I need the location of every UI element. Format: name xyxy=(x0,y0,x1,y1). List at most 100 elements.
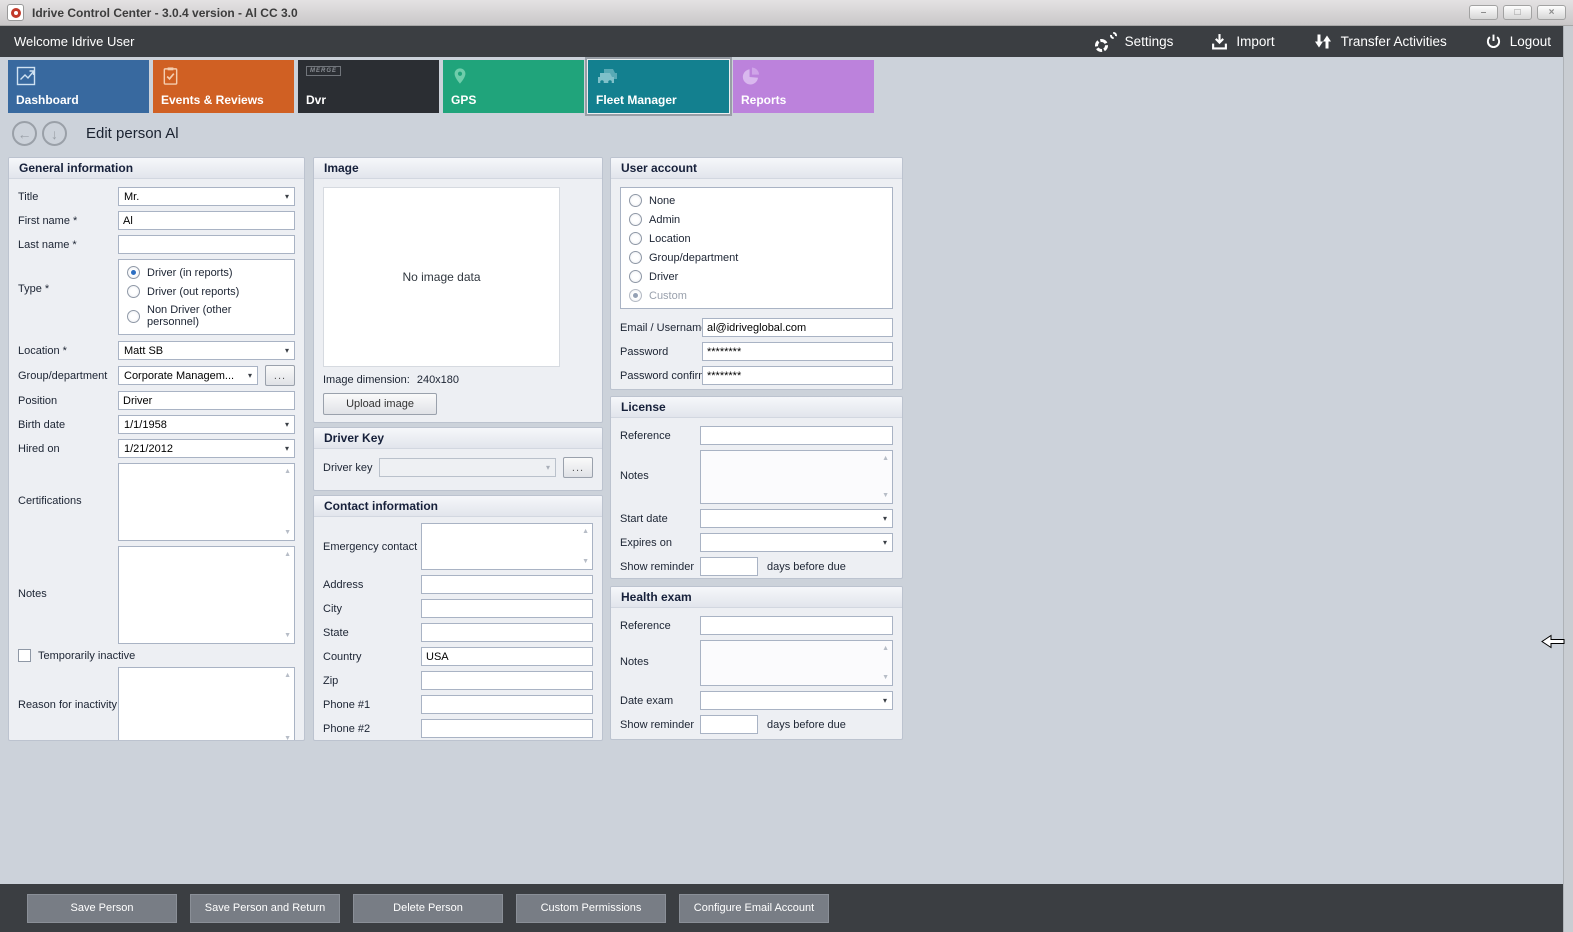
emergency-contact-textarea[interactable]: ▲ ▼ xyxy=(421,523,593,570)
pie-chart-icon xyxy=(742,67,760,85)
tab-dashboard[interactable]: Dashboard xyxy=(8,60,149,113)
power-icon xyxy=(1486,34,1500,49)
radio-driver[interactable]: Driver xyxy=(629,270,884,283)
zip-field[interactable] xyxy=(421,671,593,690)
temporarily-inactive-row[interactable]: Temporarily inactive xyxy=(18,649,295,662)
radio-icon xyxy=(629,289,642,302)
city-field[interactable] xyxy=(421,599,593,618)
tab-reports[interactable]: Reports xyxy=(733,60,874,113)
back-arrow-icon: ← xyxy=(17,125,32,142)
scroll-up-icon: ▲ xyxy=(882,455,889,462)
health-reminder-label: Show reminder xyxy=(620,718,694,731)
driver-key-dropdown[interactable]: ▾ xyxy=(379,458,556,477)
scroll-down-icon: ▼ xyxy=(582,558,589,565)
state-field[interactable] xyxy=(421,623,593,642)
scroll-down-button[interactable]: ↓ xyxy=(42,121,67,146)
license-expires-on-label: Expires on xyxy=(620,536,672,549)
email-username-field[interactable] xyxy=(702,318,893,337)
notes-textarea[interactable]: ▲ ▼ xyxy=(118,546,295,644)
license-start-date-picker[interactable]: ▾ xyxy=(700,509,893,528)
minimize-button[interactable]: – xyxy=(1469,5,1498,20)
license-reminder-days-field[interactable] xyxy=(700,557,758,576)
radio-non-driver[interactable]: Non Driver (other personnel) xyxy=(127,304,286,328)
tab-fleet-manager[interactable]: Fleet Manager xyxy=(588,60,729,113)
license-notes-textarea[interactable]: ▲ ▼ xyxy=(700,450,893,504)
panel-user-account: User account None Admin Location Group xyxy=(610,157,903,390)
type-label: Type * xyxy=(18,283,50,295)
state-label: State xyxy=(323,626,349,639)
address-label: Address xyxy=(323,578,364,591)
top-bar: Welcome Idrive User Settings Import Tran… xyxy=(0,26,1573,57)
last-name-field[interactable] xyxy=(118,235,295,254)
dvr-logo-icon: MERGE xyxy=(306,66,342,76)
radio-group-department[interactable]: Group/department xyxy=(629,251,884,264)
delete-person-button[interactable]: Delete Person xyxy=(353,893,503,923)
section-title: License xyxy=(611,397,902,418)
save-person-return-button[interactable]: Save Person and Return xyxy=(190,893,340,923)
birth-date-picker[interactable]: 1/1/1958 ▾ xyxy=(118,415,295,434)
radio-none[interactable]: None xyxy=(629,194,884,207)
radio-driver-out-reports[interactable]: Driver (out reports) xyxy=(127,285,286,298)
license-expires-on-picker[interactable]: ▾ xyxy=(700,533,893,552)
scroll-up-icon: ▲ xyxy=(284,468,291,475)
panel-contact-information: Contact information Emergency contact ▲ … xyxy=(313,495,603,741)
panel-general-information: General information Title Mr. ▾ First na… xyxy=(8,157,305,741)
logout-button[interactable]: Logout xyxy=(1485,33,1551,50)
import-label: Import xyxy=(1236,34,1275,49)
tab-events-reviews[interactable]: Events & Reviews xyxy=(153,60,294,113)
temporarily-inactive-label: Temporarily inactive xyxy=(38,649,136,662)
group-browse-button[interactable]: ... xyxy=(265,365,295,386)
password-field[interactable] xyxy=(702,342,893,361)
transfer-icon xyxy=(1314,34,1331,49)
position-label: Position xyxy=(18,394,58,407)
page-title: Edit person Al xyxy=(86,125,179,142)
driver-key-browse-button[interactable]: ... xyxy=(563,457,593,478)
settings-label: Settings xyxy=(1124,34,1174,49)
back-button[interactable]: ← xyxy=(12,121,37,146)
radio-icon xyxy=(629,270,642,283)
configure-email-account-button[interactable]: Configure Email Account xyxy=(679,893,829,923)
maximize-button[interactable]: □ xyxy=(1503,5,1532,20)
certifications-textarea[interactable]: ▲ ▼ xyxy=(118,463,295,541)
temporarily-inactive-checkbox[interactable] xyxy=(18,649,31,662)
health-reminder-days-field[interactable] xyxy=(700,715,758,734)
settings-button[interactable]: Settings xyxy=(1094,31,1174,52)
last-name-label: Last name * xyxy=(18,238,77,251)
upload-image-button[interactable]: Upload image xyxy=(323,393,437,415)
location-dropdown[interactable]: Matt SB ▾ xyxy=(118,341,295,360)
radio-icon xyxy=(127,285,140,298)
health-notes-textarea[interactable]: ▲ ▼ xyxy=(700,640,893,686)
password-confirm-field[interactable] xyxy=(702,366,893,385)
radio-location[interactable]: Location xyxy=(629,232,884,245)
radio-admin[interactable]: Admin xyxy=(629,213,884,226)
hired-on-picker[interactable]: 1/21/2012 ▾ xyxy=(118,439,295,458)
country-field[interactable] xyxy=(421,647,593,666)
scroll-down-icon: ▼ xyxy=(284,529,291,536)
tab-dvr[interactable]: MERGE Dvr xyxy=(298,60,439,113)
tab-gps[interactable]: GPS xyxy=(443,60,584,113)
close-button[interactable]: × xyxy=(1537,5,1566,20)
phone2-field[interactable] xyxy=(421,719,593,738)
radio-custom: Custom xyxy=(629,289,884,302)
group-department-dropdown[interactable]: Corporate Managem... ▾ xyxy=(118,366,258,385)
health-date-exam-picker[interactable]: ▾ xyxy=(700,691,893,710)
footer-bar: Save Person Save Person and Return Delet… xyxy=(0,884,1563,932)
health-reference-field[interactable] xyxy=(700,616,893,635)
address-field[interactable] xyxy=(421,575,593,594)
radio-driver-in-reports[interactable]: Driver (in reports) xyxy=(127,266,286,279)
group-department-label: Group/department xyxy=(18,369,108,382)
import-button[interactable]: Import xyxy=(1211,33,1275,50)
transfer-activities-button[interactable]: Transfer Activities xyxy=(1313,33,1447,50)
radio-icon xyxy=(629,194,642,207)
license-reference-field[interactable] xyxy=(700,426,893,445)
position-field[interactable] xyxy=(118,391,295,410)
panel-driver-key: Driver Key Driver key ▾ ... xyxy=(313,427,603,491)
phone1-field[interactable] xyxy=(421,695,593,714)
certifications-label: Certifications xyxy=(18,495,82,507)
first-name-field[interactable] xyxy=(118,211,295,230)
custom-permissions-button[interactable]: Custom Permissions xyxy=(516,893,666,923)
title-dropdown[interactable]: Mr. ▾ xyxy=(118,187,295,206)
reason-inactivity-textarea[interactable]: ▲ ▼ xyxy=(118,667,295,740)
title-bar: Idrive Control Center - 3.0.4 version - … xyxy=(0,0,1573,26)
save-person-button[interactable]: Save Person xyxy=(27,893,177,923)
